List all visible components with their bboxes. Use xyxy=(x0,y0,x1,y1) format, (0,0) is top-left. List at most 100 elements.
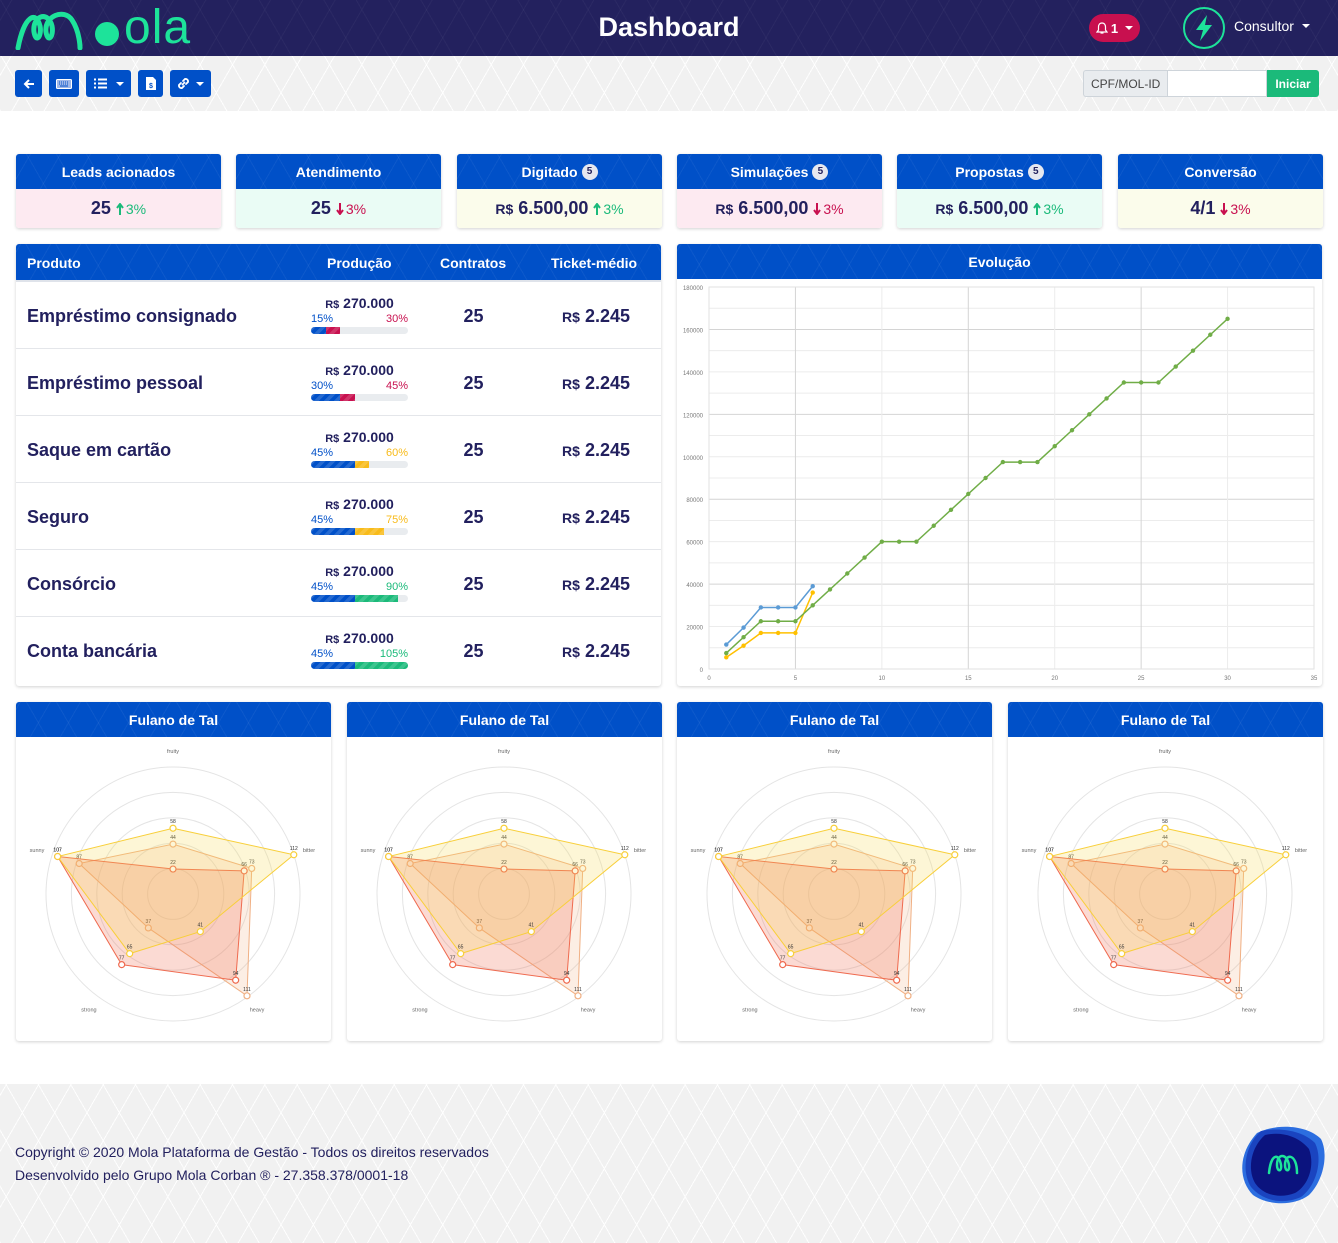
evolution-card: Evolução 0 20000 40000 60000 80000 100000 1200… xyxy=(677,244,1322,686)
radar-chart: fruity bitter heavy strong sunny 44 73 111 37 87 2… xyxy=(30,749,315,1022)
production-percentages: 45% 105% xyxy=(311,648,408,660)
radar-axis-label: heavy xyxy=(250,1008,265,1014)
production-base-percent: 30% xyxy=(311,380,334,392)
production-percentages: 30% 45% xyxy=(311,380,408,392)
kpi-card[interactable]: Conversão 4/1 3% xyxy=(1118,154,1323,228)
kpi-title: Propostas xyxy=(955,163,1024,180)
progress-segment-goal xyxy=(354,528,384,535)
x-tick-label: 15 xyxy=(965,676,972,682)
kpi-change: 3% xyxy=(125,200,147,217)
radar-point-yellow xyxy=(1161,824,1169,832)
x-tick-label: 35 xyxy=(1311,676,1318,682)
start-button[interactable]: Iniciar xyxy=(1267,70,1319,97)
radar-value-label: 65 xyxy=(458,945,464,951)
radar-point-yellow xyxy=(500,824,508,832)
user-avatar[interactable] xyxy=(1183,7,1225,49)
product-row[interactable]: Consórcio R$ 270.000 45% 90% 25 R$ 2.245 xyxy=(16,550,661,617)
radar-value-label: 77 xyxy=(450,956,456,962)
product-row[interactable]: Empréstimo pessoal R$ 270.000 30% 45% 25 R$ 2… xyxy=(16,349,661,416)
radar-series-red xyxy=(56,855,245,981)
footer: Copyright © 2020 Mola Plataforma de Gest… xyxy=(0,1084,1338,1243)
product-name: Seguro xyxy=(27,507,90,527)
radar-value-label: 94 xyxy=(233,971,239,977)
product-name: Empréstimo pessoal xyxy=(27,373,204,393)
data-point-green xyxy=(1190,348,1196,353)
kpi-count-badge: 5 xyxy=(812,163,829,180)
kpi-card[interactable]: Simulações 5 R$ 6.500,00 3% xyxy=(677,154,882,228)
currency-symbol: R$ xyxy=(562,309,580,325)
data-point-yellow xyxy=(810,590,815,595)
radar-value-label: 107 xyxy=(384,848,393,854)
radar-point-red xyxy=(571,867,579,875)
radar-card-title: Fulano de Tal xyxy=(789,711,880,728)
kpi-card[interactable]: Atendimento 25 3% xyxy=(236,154,441,228)
radar-point-yellow xyxy=(126,950,134,958)
notifications-button[interactable]: 1 xyxy=(1089,14,1140,42)
list-menu-button[interactable] xyxy=(86,70,131,97)
y-tick-label: 40000 xyxy=(686,583,703,589)
kpi-count-badge: 5 xyxy=(1027,163,1044,180)
radar-value-label: 111 xyxy=(574,987,582,993)
progress-segment-base xyxy=(311,394,341,401)
radar-value-label: 44 xyxy=(170,835,176,841)
radar-series-red xyxy=(387,855,576,981)
data-point-blue xyxy=(775,605,781,610)
cpf-search-group: CPF/MOL-ID Iniciar xyxy=(1083,70,1319,97)
data-point-green xyxy=(775,619,781,624)
links-menu-button[interactable] xyxy=(170,70,211,97)
kpi-card-header: Atendimento xyxy=(236,154,441,189)
user-menu[interactable]: Consultor xyxy=(1234,18,1310,34)
invoice-button[interactable]: $ xyxy=(138,70,163,97)
kpi-trend: 3% xyxy=(1033,201,1064,217)
plot-border xyxy=(708,286,1315,670)
top-navbar: ola Dashboard 1 Consultor xyxy=(0,0,1338,56)
kpi-count-badge: 5 xyxy=(581,163,598,180)
radar-value-label: 77 xyxy=(1111,956,1117,962)
products-table: Produto Produção Contratos Ticket-médio … xyxy=(16,244,661,686)
y-tick-label: 100000 xyxy=(683,456,704,462)
kpi-card[interactable]: Propostas 5 R$ 6.500,00 3% xyxy=(897,154,1102,228)
radar-value-label: 111 xyxy=(1235,987,1243,993)
product-row[interactable]: Saque em cartão R$ 270.000 45% 60% 25 R$ 2.24… xyxy=(16,416,661,483)
cpf-input[interactable] xyxy=(1167,70,1268,97)
radar-point-peach xyxy=(243,992,251,1000)
product-row[interactable]: Conta bancária R$ 270.000 45% 105% 25 R$ 2.24… xyxy=(16,617,661,684)
kpi-card[interactable]: Digitado 5 R$ 6.500,00 3% xyxy=(457,154,662,228)
radar-series-yellow xyxy=(1048,827,1287,955)
product-row[interactable]: Empréstimo consignado R$ 270.000 15% 30% 25 R… xyxy=(16,282,661,349)
chevron-down-icon xyxy=(196,81,204,86)
toolbar: $ CPF/MOL-ID Iniciar xyxy=(0,56,1338,111)
radar-value-label: 65 xyxy=(127,945,133,951)
logo-dot xyxy=(95,22,119,46)
kpi-title: Conversão xyxy=(1184,163,1257,180)
radar-point-yellow xyxy=(527,928,535,936)
production-percentages: 45% 75% xyxy=(311,514,408,526)
kpi-value-group: 25 xyxy=(91,198,111,219)
radar-point-peach xyxy=(144,924,152,932)
kpi-value: 6.500,00 xyxy=(518,198,589,218)
radar-point-yellow xyxy=(830,824,838,832)
back-button[interactable] xyxy=(15,70,42,97)
radar-ring xyxy=(757,817,911,971)
radar-card-title: Fulano de Tal xyxy=(128,711,219,728)
kpi-card[interactable]: Leads acionados 25 3% xyxy=(16,154,221,228)
mola-logo[interactable]: ola xyxy=(14,4,191,52)
kpi-card-body: 4/1 3% xyxy=(1118,189,1323,228)
production-cell: R$ 270.000 45% 90% xyxy=(311,563,408,602)
arrow-down-icon xyxy=(1220,202,1229,215)
radar-value-label: 37 xyxy=(477,919,483,925)
svg-text:$: $ xyxy=(149,83,153,90)
radar-ring xyxy=(401,791,607,997)
production-value: 270.000 xyxy=(343,563,394,579)
production-goal-percent: 45% xyxy=(385,380,408,392)
product-row[interactable]: Seguro R$ 270.000 45% 75% 25 R$ 2.245 xyxy=(16,483,661,550)
kpi-card-body: R$ 6.500,00 3% xyxy=(457,189,662,228)
data-point-green xyxy=(758,619,764,624)
radar-axis-label: strong xyxy=(412,1008,427,1014)
radar-card-header: Fulano de Tal xyxy=(677,702,992,737)
kpi-title: Simulações xyxy=(730,163,809,180)
kpi-value: 6.500,00 xyxy=(958,198,1029,218)
data-point-green xyxy=(1087,412,1092,417)
keyboard-button[interactable] xyxy=(49,70,79,97)
radar-chart: fruity bitter heavy strong sunny 44 73 111 37 87 2… xyxy=(361,749,646,1022)
